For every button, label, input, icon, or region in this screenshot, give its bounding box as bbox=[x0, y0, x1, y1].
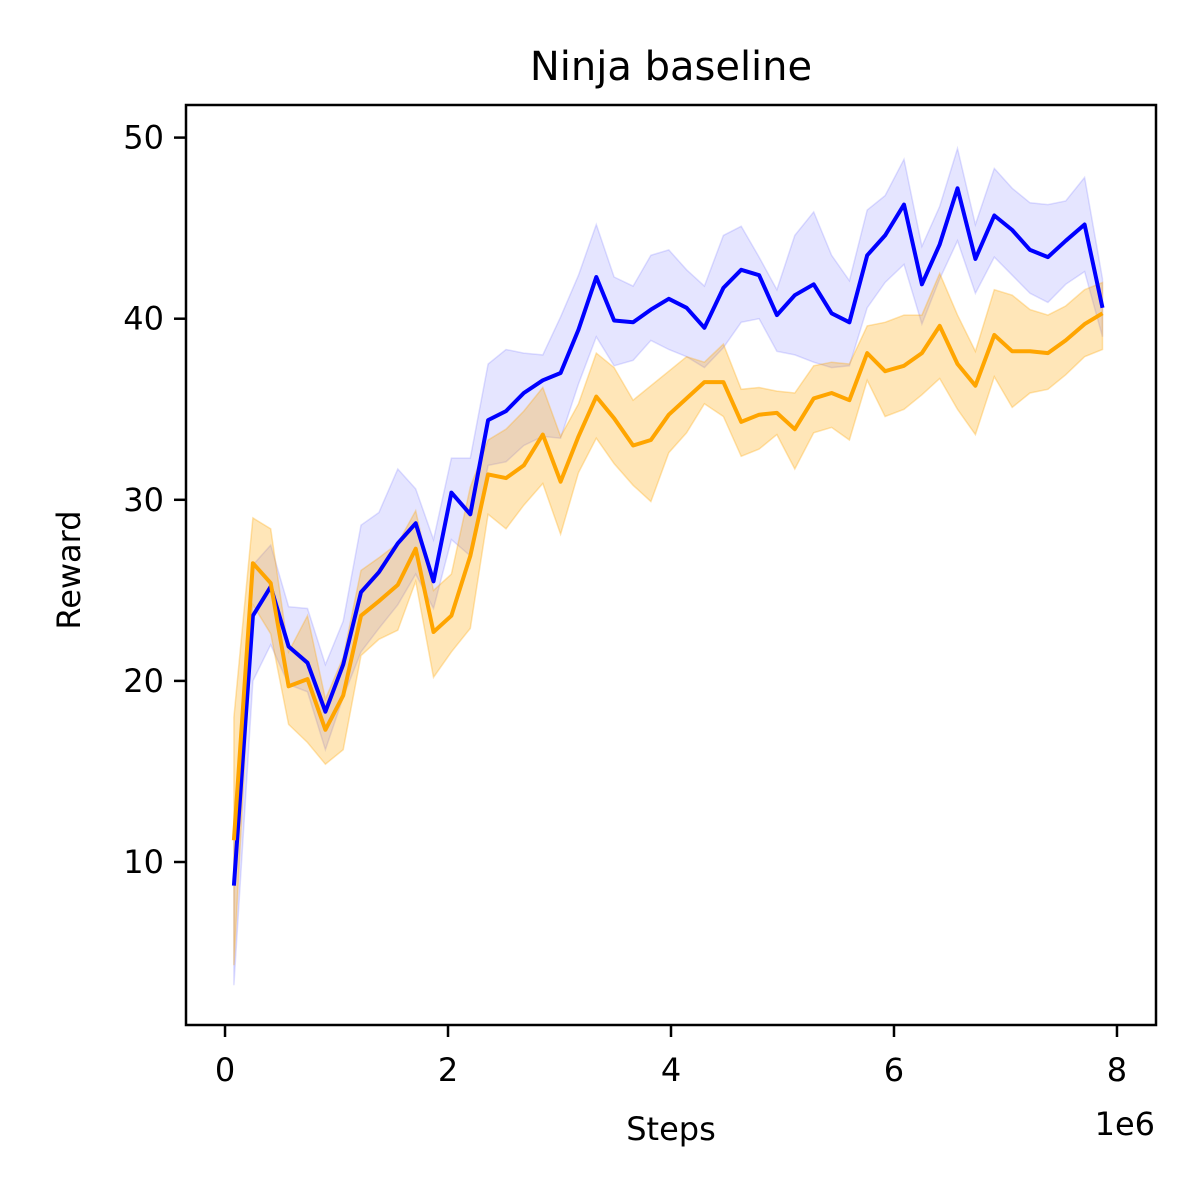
x-tick-label: 0 bbox=[215, 1051, 235, 1089]
x-axis-label: Steps bbox=[626, 1110, 716, 1148]
x-tick-label: 6 bbox=[884, 1051, 904, 1089]
chart-title: Ninja baseline bbox=[530, 44, 812, 90]
series-2-confidence-band bbox=[233, 271, 1104, 966]
x-tick-label: 8 bbox=[1107, 1051, 1127, 1089]
x-tick-label: 2 bbox=[438, 1051, 458, 1089]
x-tick-label: 4 bbox=[661, 1051, 681, 1089]
series-2-mean-line bbox=[231, 311, 1104, 841]
y-tick-label: 20 bbox=[123, 662, 164, 700]
x-axis: 0 2 4 6 8 bbox=[215, 1025, 1127, 1089]
y-axis: 10 20 30 40 50 bbox=[123, 119, 186, 881]
series-1-confidence-band bbox=[233, 145, 1104, 986]
series-layer bbox=[231, 145, 1105, 986]
y-tick-label: 40 bbox=[123, 300, 164, 338]
y-tick-label: 10 bbox=[123, 843, 164, 881]
series-1-mean-line bbox=[231, 186, 1105, 886]
y-axis-label: Reward bbox=[50, 510, 88, 629]
y-tick-label: 50 bbox=[123, 119, 164, 157]
x-axis-offset-label: 1e6 bbox=[1095, 1105, 1155, 1143]
y-tick-label: 30 bbox=[123, 481, 164, 519]
